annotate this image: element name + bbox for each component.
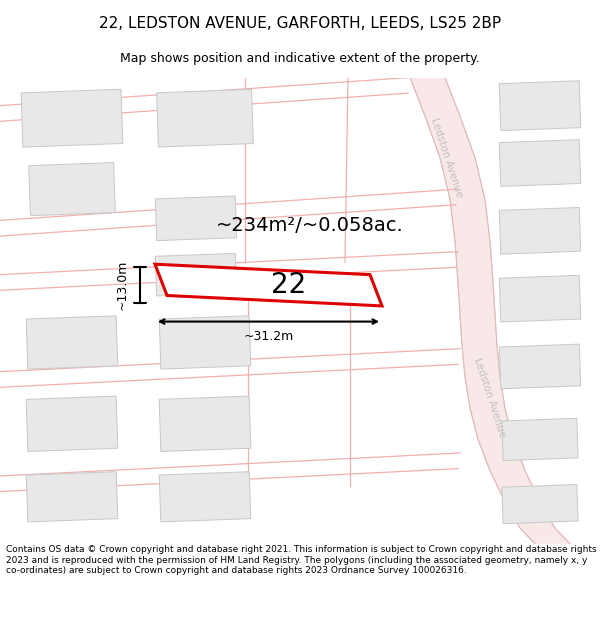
Polygon shape [29, 162, 115, 216]
Polygon shape [502, 484, 578, 524]
Polygon shape [21, 89, 123, 147]
Polygon shape [155, 196, 236, 241]
Polygon shape [499, 139, 581, 186]
Polygon shape [159, 472, 251, 522]
Polygon shape [26, 316, 118, 369]
Polygon shape [155, 264, 382, 306]
Polygon shape [159, 396, 251, 451]
Text: Contains OS data © Crown copyright and database right 2021. This information is : Contains OS data © Crown copyright and d… [6, 545, 596, 575]
Polygon shape [157, 89, 253, 147]
Text: ~13.0m: ~13.0m [115, 260, 128, 310]
Polygon shape [499, 275, 581, 322]
Text: 22: 22 [271, 271, 306, 299]
Text: 22, LEDSTON AVENUE, GARFORTH, LEEDS, LS25 2BP: 22, LEDSTON AVENUE, GARFORTH, LEEDS, LS2… [99, 16, 501, 31]
Text: Map shows position and indicative extent of the property.: Map shows position and indicative extent… [120, 52, 480, 64]
Text: Ledston Avenue: Ledston Avenue [472, 357, 508, 439]
Polygon shape [26, 396, 118, 451]
Polygon shape [155, 253, 236, 296]
Polygon shape [499, 344, 581, 389]
Text: ~234m²/~0.058ac.: ~234m²/~0.058ac. [216, 216, 404, 235]
Polygon shape [159, 316, 251, 369]
Polygon shape [410, 78, 570, 544]
Polygon shape [26, 472, 118, 522]
Text: ~31.2m: ~31.2m [244, 329, 293, 342]
Polygon shape [499, 208, 581, 254]
Polygon shape [502, 418, 578, 461]
Text: Ledston Avenue: Ledston Avenue [430, 117, 464, 199]
Polygon shape [499, 81, 581, 131]
